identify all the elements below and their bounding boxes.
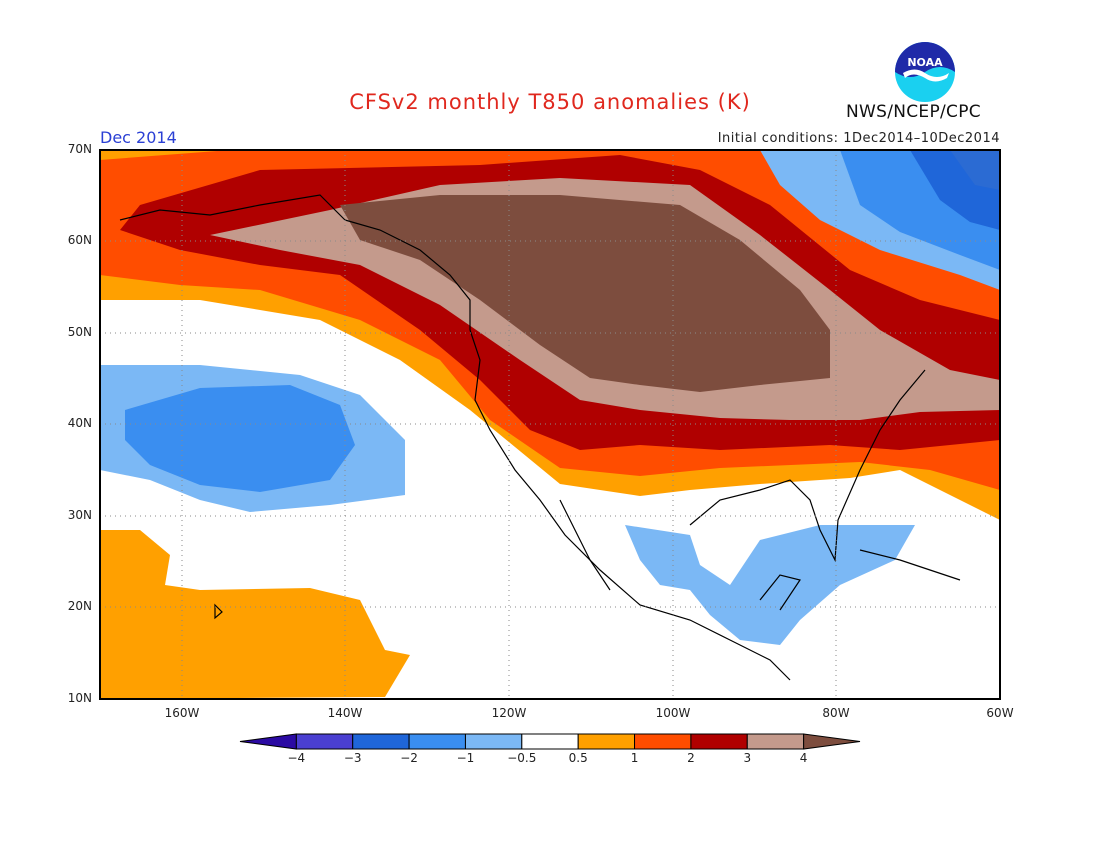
colorbar-swatch — [464, 733, 523, 750]
cold-region-gulf — [625, 525, 915, 645]
coastlines — [119, 194, 961, 681]
colorbar-label: −2 — [400, 751, 418, 765]
lat-label-50n: 50N — [67, 325, 92, 339]
lon-label-60w: 60W — [986, 706, 1014, 720]
map-frame — [99, 149, 1001, 700]
forecast-period: Dec 2014 — [100, 128, 177, 147]
colorbar-swatch — [295, 733, 354, 750]
colorbar-label: 3 — [743, 751, 752, 765]
colorbar-label: −0.5 — [507, 751, 537, 765]
initial-conditions: Initial conditions: 1Dec2014–10Dec2014 — [717, 131, 1000, 146]
colorbar-label: −4 — [287, 751, 306, 765]
lat-lon-grid — [100, 150, 1000, 699]
map-title: CFSv2 monthly T850 anomalies (K) — [349, 90, 751, 114]
colorbar-label: 0.5 — [568, 751, 588, 765]
lon-label-80w: 80W — [822, 706, 850, 720]
lon-label-140w: 140W — [327, 706, 363, 720]
lat-label-10n: 10N — [67, 691, 92, 705]
lat-label-20n: 20N — [67, 599, 92, 613]
lat-label-40n: 40N — [67, 416, 92, 430]
colorbar-swatch — [634, 733, 692, 750]
colorbar-label: 1 — [630, 751, 639, 765]
colorbar-swatch — [577, 733, 636, 750]
lat-label-60n: 60N — [67, 233, 92, 247]
colorbar-swatch — [239, 733, 297, 750]
lat-label-30n: 30N — [67, 508, 92, 522]
agency-label: NWS/NCEP/CPC — [846, 102, 981, 122]
colorbar-swatch — [746, 733, 805, 750]
lon-label-120w: 120W — [491, 706, 527, 720]
lon-label-160w: 160W — [164, 706, 200, 720]
colorbar-label: −1 — [456, 751, 475, 765]
colorbar-label: −3 — [343, 751, 362, 765]
colorbar-swatch — [521, 733, 579, 750]
colorbar-swatch — [690, 733, 748, 750]
anomaly-brown-core — [340, 195, 830, 392]
cold-region-northeast-core — [950, 150, 1000, 190]
colorbar-label: 2 — [687, 751, 695, 765]
colorbar-swatch — [352, 733, 410, 750]
lon-label-100w: 100W — [655, 706, 691, 720]
logo-text: NOAA — [907, 56, 943, 69]
colorbar-swatch — [803, 733, 861, 750]
warm-region-pacific-south — [100, 530, 410, 699]
colorbar-label: 4 — [799, 751, 808, 765]
lat-label-70n: 70N — [67, 142, 92, 156]
noaa-logo: NOAA — [895, 42, 955, 102]
colorbar-swatch — [408, 733, 466, 750]
